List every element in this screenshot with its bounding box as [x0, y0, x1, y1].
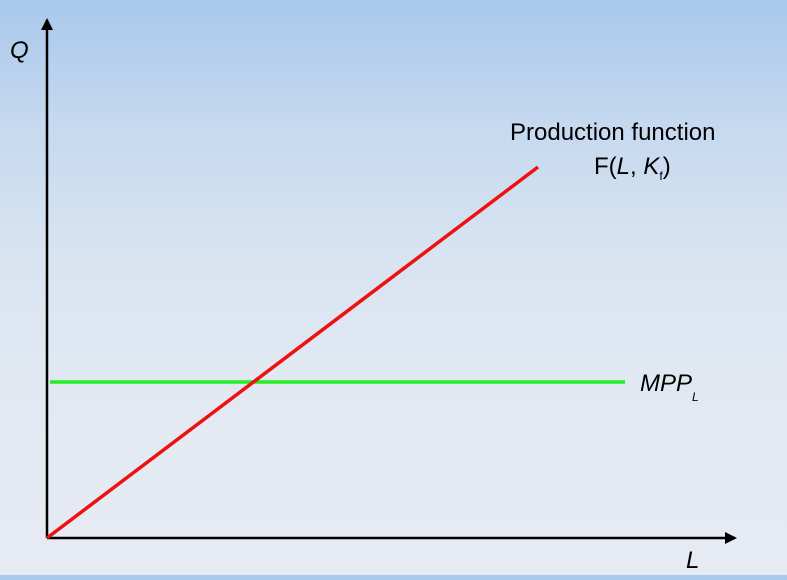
mpp-label-subscript: L	[692, 390, 699, 404]
formula-var-l: L	[617, 153, 630, 180]
production-function-title: Production function	[510, 119, 715, 146]
y-axis-label: Q	[10, 37, 29, 64]
production-function-line	[45, 165, 540, 540]
formula-suffix: )	[663, 153, 671, 180]
formula-var-k: K	[643, 153, 660, 180]
formula-prefix: F(	[594, 153, 617, 180]
formula-subscript-f: f	[659, 169, 663, 183]
mpp-label-main: MPP	[640, 370, 692, 397]
formula-comma: ,	[630, 153, 643, 180]
production-function-formula: F(L, Kf)	[594, 153, 671, 183]
x-axis-label: L	[686, 547, 699, 574]
mpp-label: MPPL	[640, 370, 699, 404]
